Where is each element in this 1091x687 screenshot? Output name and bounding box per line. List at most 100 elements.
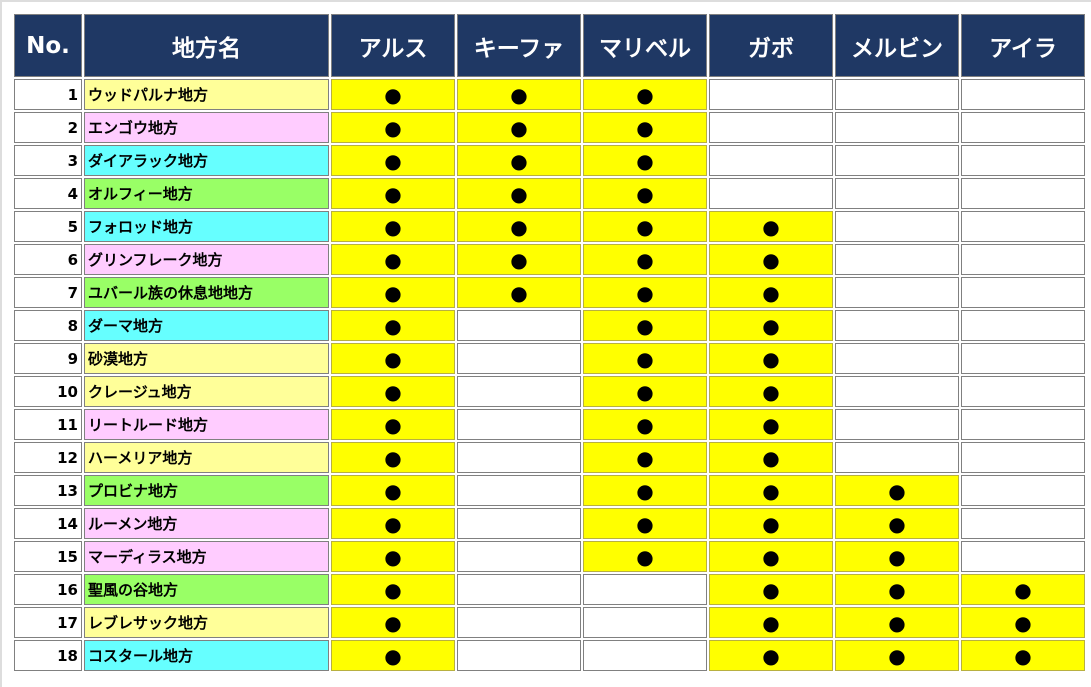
availability-mark-cell: ● <box>583 376 707 407</box>
filled-circle-icon: ● <box>384 280 402 305</box>
table-row: 6 グリンフレーク地方 ● ● ● ● <box>14 244 1085 275</box>
empty-cell <box>835 112 959 143</box>
filled-circle-icon: ● <box>762 379 780 404</box>
filled-circle-icon: ● <box>384 115 402 140</box>
empty-cell <box>457 541 581 572</box>
filled-circle-icon: ● <box>636 379 654 404</box>
availability-mark-cell: ● <box>709 277 833 308</box>
filled-circle-icon: ● <box>384 346 402 371</box>
row-number: 12 <box>14 442 82 473</box>
filled-circle-icon: ● <box>384 181 402 206</box>
filled-circle-icon: ● <box>888 544 906 569</box>
empty-cell <box>835 409 959 440</box>
row-number: 1 <box>14 79 82 110</box>
empty-cell <box>457 508 581 539</box>
table-row: 1 ウッドパルナ地方 ● ● ● <box>14 79 1085 110</box>
row-number: 15 <box>14 541 82 572</box>
table-row: 14 ルーメン地方 ● ● ● ● <box>14 508 1085 539</box>
row-number: 18 <box>14 640 82 671</box>
filled-circle-icon: ● <box>384 82 402 107</box>
availability-mark-cell: ● <box>709 640 833 671</box>
region-name: オルフィー地方 <box>84 178 329 209</box>
filled-circle-icon: ● <box>762 412 780 437</box>
empty-cell <box>457 409 581 440</box>
region-name: グリンフレーク地方 <box>84 244 329 275</box>
table-row: 2 エンゴウ地方 ● ● ● <box>14 112 1085 143</box>
filled-circle-icon: ● <box>636 280 654 305</box>
empty-cell <box>961 145 1085 176</box>
empty-cell <box>835 277 959 308</box>
filled-circle-icon: ● <box>384 313 402 338</box>
availability-mark-cell: ● <box>709 310 833 341</box>
empty-cell <box>961 343 1085 374</box>
table-row: 16 聖風の谷地方 ● ● ● ● <box>14 574 1085 605</box>
availability-mark-cell: ● <box>331 475 455 506</box>
availability-mark-cell: ● <box>709 343 833 374</box>
availability-mark-cell: ● <box>709 409 833 440</box>
table-row: 18 コスタール地方 ● ● ● ● <box>14 640 1085 671</box>
filled-circle-icon: ● <box>510 280 528 305</box>
filled-circle-icon: ● <box>510 115 528 140</box>
region-name: ハーメリア地方 <box>84 442 329 473</box>
empty-cell <box>709 178 833 209</box>
availability-mark-cell: ● <box>331 541 455 572</box>
empty-cell <box>961 442 1085 473</box>
availability-mark-cell: ● <box>961 640 1085 671</box>
empty-cell <box>835 376 959 407</box>
empty-cell <box>961 409 1085 440</box>
empty-cell <box>961 244 1085 275</box>
row-number: 4 <box>14 178 82 209</box>
availability-mark-cell: ● <box>331 640 455 671</box>
availability-mark-cell: ● <box>583 112 707 143</box>
availability-mark-cell: ● <box>709 376 833 407</box>
row-number: 10 <box>14 376 82 407</box>
row-number: 9 <box>14 343 82 374</box>
filled-circle-icon: ● <box>762 478 780 503</box>
availability-mark-cell: ● <box>709 211 833 242</box>
availability-mark-cell: ● <box>331 244 455 275</box>
empty-cell <box>961 508 1085 539</box>
filled-circle-icon: ● <box>636 115 654 140</box>
availability-mark-cell: ● <box>835 541 959 572</box>
filled-circle-icon: ● <box>762 577 780 602</box>
table-row: 8 ダーマ地方 ● ● ● <box>14 310 1085 341</box>
table-row: 7 ユバール族の休息地地方 ● ● ● ● <box>14 277 1085 308</box>
region-name: プロビナ地方 <box>84 475 329 506</box>
filled-circle-icon: ● <box>636 478 654 503</box>
availability-mark-cell: ● <box>331 178 455 209</box>
availability-mark-cell: ● <box>583 145 707 176</box>
filled-circle-icon: ● <box>636 544 654 569</box>
table-row: 4 オルフィー地方 ● ● ● <box>14 178 1085 209</box>
filled-circle-icon: ● <box>510 82 528 107</box>
row-number: 16 <box>14 574 82 605</box>
filled-circle-icon: ● <box>384 544 402 569</box>
filled-circle-icon: ● <box>636 247 654 272</box>
availability-mark-cell: ● <box>709 607 833 638</box>
availability-mark-cell: ● <box>331 376 455 407</box>
availability-mark-cell: ● <box>583 409 707 440</box>
empty-cell <box>961 376 1085 407</box>
row-number: 3 <box>14 145 82 176</box>
header-row: No. 地方名 アルス キーファ マリベル ガボ メルビン アイラ <box>14 14 1085 77</box>
table-row: 11 リートルード地方 ● ● ● <box>14 409 1085 440</box>
header-maribel: マリベル <box>583 14 707 77</box>
filled-circle-icon: ● <box>762 445 780 470</box>
filled-circle-icon: ● <box>762 643 780 668</box>
empty-cell <box>457 475 581 506</box>
filled-circle-icon: ● <box>888 511 906 536</box>
availability-mark-cell: ● <box>331 277 455 308</box>
availability-mark-cell: ● <box>709 541 833 572</box>
empty-cell <box>709 112 833 143</box>
filled-circle-icon: ● <box>384 577 402 602</box>
filled-circle-icon: ● <box>384 379 402 404</box>
filled-circle-icon: ● <box>888 610 906 635</box>
filled-circle-icon: ● <box>384 511 402 536</box>
empty-cell <box>961 541 1085 572</box>
region-name: ルーメン地方 <box>84 508 329 539</box>
header-region-name: 地方名 <box>84 14 329 77</box>
filled-circle-icon: ● <box>384 247 402 272</box>
filled-circle-icon: ● <box>510 247 528 272</box>
empty-cell <box>457 640 581 671</box>
availability-mark-cell: ● <box>331 442 455 473</box>
empty-cell <box>835 244 959 275</box>
